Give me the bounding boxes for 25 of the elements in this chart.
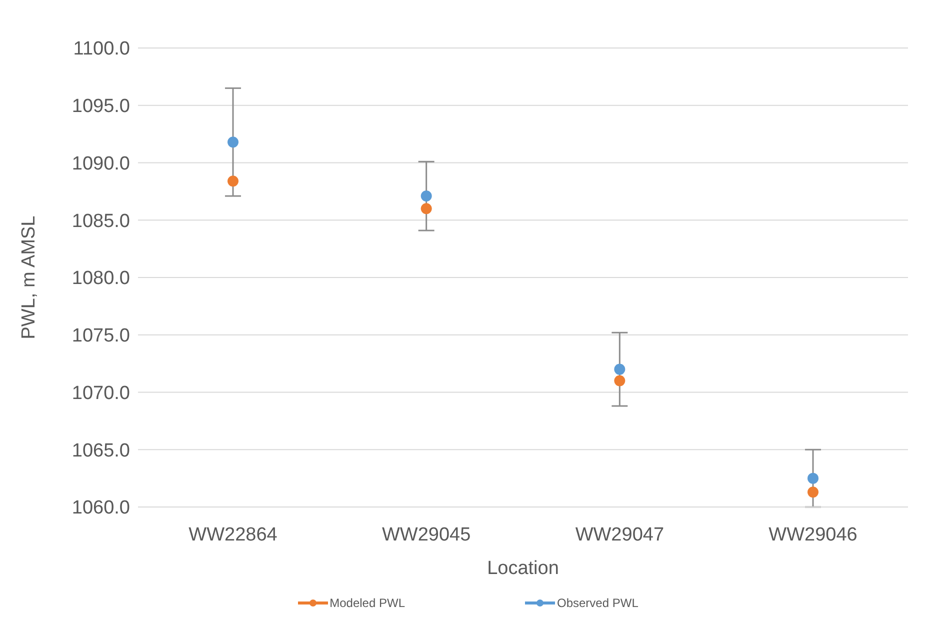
- point: [808, 472, 818, 484]
- y-tick-label: 1085.0: [72, 210, 130, 232]
- legend-label: Observed PWL: [557, 596, 638, 610]
- point: [614, 375, 626, 386]
- y-tick-label: 1090.0: [72, 153, 130, 174]
- y-tick-label: 1095.0: [72, 96, 130, 118]
- y-tick-label: 1070.0: [72, 382, 130, 404]
- y-tick-label: 1080.0: [72, 268, 130, 290]
- y-tick-label: 1065.0: [72, 440, 130, 462]
- point: [808, 486, 818, 498]
- x-tick-label: WW29046: [768, 524, 858, 546]
- legend-label: Modeled PWL: [330, 596, 405, 610]
- point: [614, 364, 626, 375]
- x-tick-label: WW22864: [188, 524, 278, 546]
- point: [228, 136, 238, 148]
- point: [420, 203, 432, 214]
- point: [228, 176, 238, 187]
- y-tick-label: 1075.0: [72, 326, 130, 347]
- x-axis-title: Location: [487, 558, 559, 579]
- y-tick-label: 1100.0: [73, 38, 130, 60]
- x-tick-label: WW29045: [382, 524, 471, 546]
- y-tick-label: 1060.0: [72, 498, 130, 519]
- y-axis-title: PWL, m AMSL: [18, 216, 40, 340]
- x-tick-label: WW29047: [575, 524, 664, 546]
- point: [420, 190, 432, 202]
